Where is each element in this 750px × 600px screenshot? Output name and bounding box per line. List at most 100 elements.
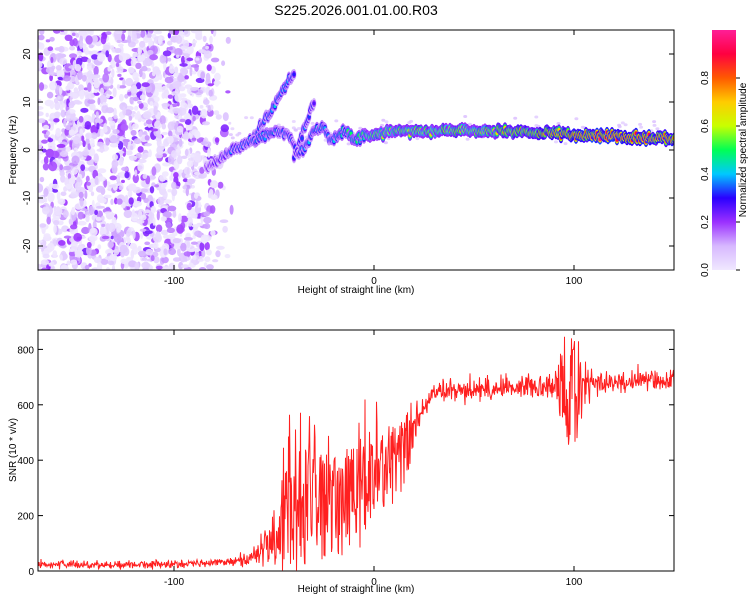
spectrogram-faint-cell xyxy=(291,120,296,123)
spectrogram-noise-cell xyxy=(95,216,102,222)
spectrogram-noise-cell xyxy=(87,82,92,92)
spectrogram-noise-cell xyxy=(94,209,98,216)
spectrogram-noise-cell xyxy=(43,233,51,239)
spectrogram-noise-cell xyxy=(105,50,109,58)
spectrogram-noise-cell xyxy=(176,125,184,133)
spectrogram-noise-cell xyxy=(73,87,79,94)
spectrogram-noise-cell xyxy=(66,260,71,266)
spectrogram-noise-cell xyxy=(152,66,160,73)
spectrogram-faint-cell xyxy=(655,127,660,131)
spectrogram-noise-cell xyxy=(180,242,187,252)
spectrogram-noise-cell xyxy=(65,124,71,131)
spectrogram-noise-cell xyxy=(59,150,69,157)
spectrogram-faint-cell xyxy=(574,117,579,121)
spectrogram-noise-cell xyxy=(86,241,92,249)
spectrogram-noise-cell xyxy=(210,180,219,189)
spectrogram-noise-cell xyxy=(73,99,81,105)
spectrogram-noise-cell xyxy=(121,166,129,172)
spectrogram-noise-cell xyxy=(163,61,167,71)
spectrogram-noise-cell xyxy=(110,198,114,205)
spectrogram-noise-cell xyxy=(120,258,128,264)
snr-x-label: Height of straight line (km) xyxy=(298,584,415,595)
spectrogram-x-tick-label: -100 xyxy=(164,276,184,287)
spectrogram-noise-cell xyxy=(97,261,103,270)
spectrogram-noise-cell xyxy=(188,157,194,162)
spectrogram-noise-cell xyxy=(117,73,122,77)
spectrogram-noise-cell xyxy=(228,121,232,125)
spectrogram-noise-cell xyxy=(185,187,189,197)
spectrogram-noise-cell xyxy=(206,249,212,256)
spectrogram-noise-cell xyxy=(174,66,179,74)
spectrogram-noise-cell xyxy=(65,183,73,190)
spectrogram-faint-cell xyxy=(617,125,622,129)
spectrogram-noise-cell xyxy=(59,85,62,96)
spectrogram-noise-cell xyxy=(49,100,55,110)
spectrogram-noise-cell xyxy=(109,175,117,181)
spectrogram-noise-cell xyxy=(210,230,216,236)
spectrogram-noise-cell xyxy=(107,117,113,122)
spectrogram-noise-cell xyxy=(210,30,214,35)
spectrogram-noise-cell xyxy=(150,128,159,132)
spectrogram-noise-cell xyxy=(38,82,45,91)
spectrogram-noise-cell xyxy=(119,93,124,102)
spectrogram-noise-cell xyxy=(97,244,102,250)
spectrogram-noise-cell xyxy=(102,102,107,106)
spectrogram-noise-cell xyxy=(111,264,116,270)
spectrogram-noise-cell xyxy=(207,148,211,158)
spectrogram-noise-cell xyxy=(94,177,99,186)
spectrogram-noise-cell xyxy=(161,123,166,130)
spectrogram-noise-cell xyxy=(78,115,84,123)
spectrogram-noise-cell xyxy=(107,90,111,95)
spectrogram-noise-cell xyxy=(194,130,201,139)
spectrogram-noise-cell xyxy=(173,172,179,178)
spectrogram-noise-cell xyxy=(49,81,58,91)
spectrogram-faint-cell xyxy=(463,115,468,118)
spectrogram-noise-cell xyxy=(86,70,93,80)
spectrogram-noise-cell xyxy=(51,145,56,151)
spectrogram-noise-cell xyxy=(71,116,79,121)
spectrogram-noise-cell xyxy=(84,121,92,130)
spectrogram-noise-cell xyxy=(39,176,45,183)
spectrogram-noise-cell xyxy=(167,135,174,144)
spectrogram-noise-cell xyxy=(188,262,194,268)
spectrogram-noise-cell xyxy=(140,30,146,38)
spectrogram-noise-cell xyxy=(38,111,44,117)
spectrogram-noise-cell xyxy=(145,119,153,125)
spectrogram-noise-cell xyxy=(184,131,189,137)
spectrogram-noise-cell xyxy=(47,138,54,143)
spectrogram-noise-cell xyxy=(105,31,112,35)
spectrogram-y-tick-label: 10 xyxy=(22,96,33,108)
spectrogram-cells xyxy=(38,30,674,270)
spectrogram-noise-cell xyxy=(167,57,172,62)
spectrogram-noise-cell xyxy=(208,89,213,97)
spectrogram-noise-cell xyxy=(39,223,47,228)
spectrogram-noise-cell xyxy=(51,183,59,190)
spectrogram-noise-cell xyxy=(187,178,196,185)
spectrogram-noise-cell xyxy=(84,190,88,200)
snr-y-label: SNR (10 * v/v) xyxy=(8,418,19,482)
spectrogram-noise-cell xyxy=(95,185,105,193)
spectrogram-noise-cell xyxy=(181,264,189,268)
spectrogram-noise-cell xyxy=(63,30,68,36)
spectrogram-noise-cell xyxy=(45,39,51,43)
spectrogram-noise-cell xyxy=(229,204,234,215)
spectrogram-noise-cell xyxy=(100,34,107,45)
snr-y-tick-label: 400 xyxy=(17,456,34,467)
spectrogram-noise-cell xyxy=(125,150,133,156)
spectrogram-noise-cell xyxy=(93,89,99,94)
spectrogram-faint-cell xyxy=(415,137,420,141)
spectrogram-noise-cell xyxy=(47,142,56,147)
spectrogram-noise-cell xyxy=(154,184,159,188)
spectrogram-noise-cell xyxy=(40,267,49,270)
spectrogram-noise-cell xyxy=(190,241,198,245)
spectrogram-faint-cell xyxy=(310,121,315,125)
spectrogram-noise-cell xyxy=(63,235,72,239)
spectrogram-faint-cell xyxy=(513,116,518,120)
spectrogram-noise-cell xyxy=(97,53,106,62)
spectrogram-noise-cell xyxy=(41,148,47,153)
spectrogram-noise-cell xyxy=(175,54,180,58)
spectrogram-noise-cell xyxy=(180,67,188,75)
spectrogram-y-tick-label: 0 xyxy=(22,147,33,153)
colorbar-label: Normalized spectral amplitude xyxy=(738,82,749,217)
spectrogram-noise-cell xyxy=(134,262,140,270)
